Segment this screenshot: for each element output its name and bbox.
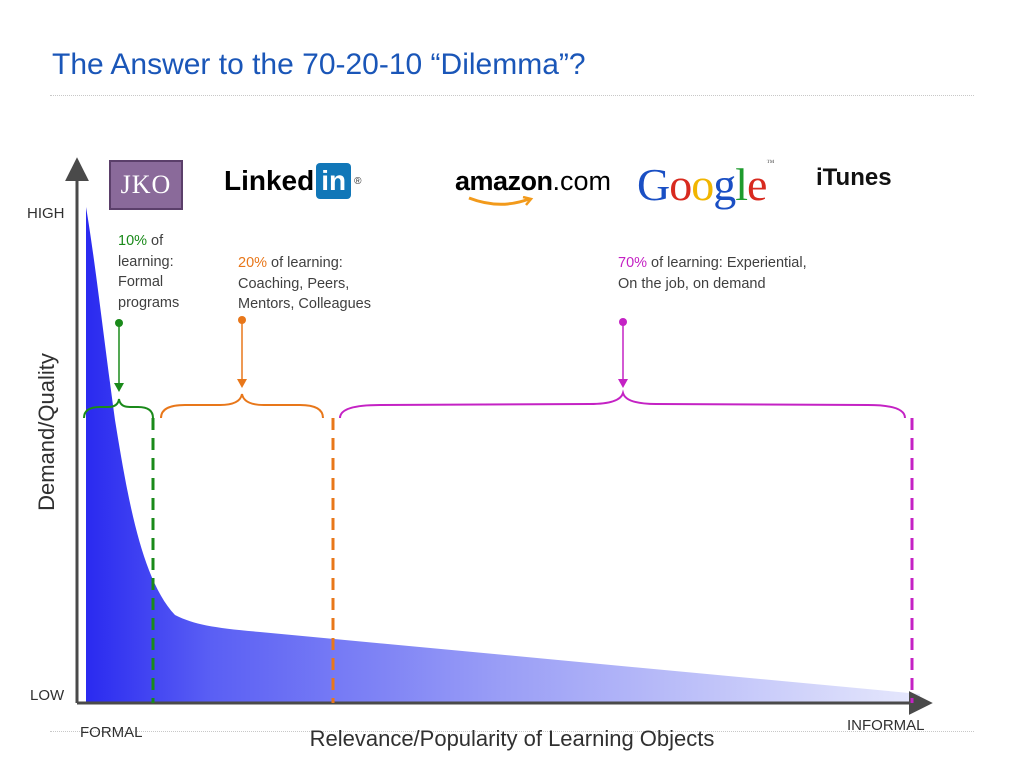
google-logo-letters: Google — [637, 159, 767, 210]
formal-pointer-head — [114, 383, 124, 392]
linkedin-logo: Linked in ® — [224, 160, 362, 202]
google-logo-letter: G — [637, 159, 670, 210]
google-logo-letter: g — [713, 159, 736, 210]
x-axis-start-label: FORMAL — [80, 724, 143, 741]
google-logo-letter: e — [747, 159, 767, 210]
jko-logo-text: JKO — [120, 170, 172, 199]
y-axis-high-label: HIGH — [27, 205, 65, 222]
title-divider — [50, 95, 974, 96]
coaching-pointer-dot — [238, 316, 246, 324]
amazon-smile-icon — [468, 196, 534, 206]
amazon-logo: amazon.com — [455, 166, 612, 206]
experiential-note: 70% of learning: Experiential, On the jo… — [618, 253, 818, 294]
experiential-pointer-dot — [619, 318, 627, 326]
experiential-percent: 70% — [618, 255, 648, 271]
long-tail-area — [86, 207, 920, 703]
google-logo-letter: o — [669, 159, 692, 210]
amazon-logo-word: amazon — [455, 166, 553, 196]
linkedin-logo-mark: ® — [354, 175, 362, 187]
google-logo-letter: o — [691, 159, 714, 210]
x-axis-end-label: INFORMAL — [847, 717, 925, 734]
formal-pointer-dot — [115, 319, 123, 327]
google-logo-mark: ™ — [766, 158, 774, 167]
formal-percent: 10% — [118, 233, 148, 249]
slide-title: The Answer to the 70-20-10 “Dilemma”? — [52, 48, 586, 81]
amazon-logo-suffix: .com — [552, 166, 612, 196]
coaching-text: of learning: Coaching, Peers, Mentors, C… — [238, 255, 371, 312]
coaching-brace — [160, 393, 324, 419]
experiential-brace — [339, 389, 906, 419]
formal-note: 10% of learning: Formal programs — [118, 231, 200, 313]
linkedin-logo-box: in — [316, 163, 352, 199]
footer-divider — [50, 731, 974, 732]
formal-brace — [83, 398, 154, 419]
google-logo-letter: l — [735, 159, 748, 210]
jko-logo: JKO — [109, 160, 183, 210]
coaching-percent: 20% — [238, 255, 268, 271]
y-axis-label: Demand/Quality — [34, 353, 59, 511]
coaching-note: 20% of learning: Coaching, Peers, Mentor… — [238, 253, 408, 315]
x-axis-label: Relevance/Popularity of Learning Objects — [309, 726, 715, 751]
experiential-text: of learning: Experiential, On the job, o… — [618, 255, 807, 292]
experiential-pointer-head — [618, 379, 628, 388]
linkedin-logo-word: Linked — [224, 165, 315, 196]
y-axis-low-label: LOW — [30, 687, 65, 704]
formal-text: of learning: Formal programs — [118, 233, 180, 311]
itunes-logo: iTunes — [816, 164, 892, 191]
google-logo: Google™ — [637, 158, 774, 211]
coaching-pointer-head — [237, 379, 247, 388]
